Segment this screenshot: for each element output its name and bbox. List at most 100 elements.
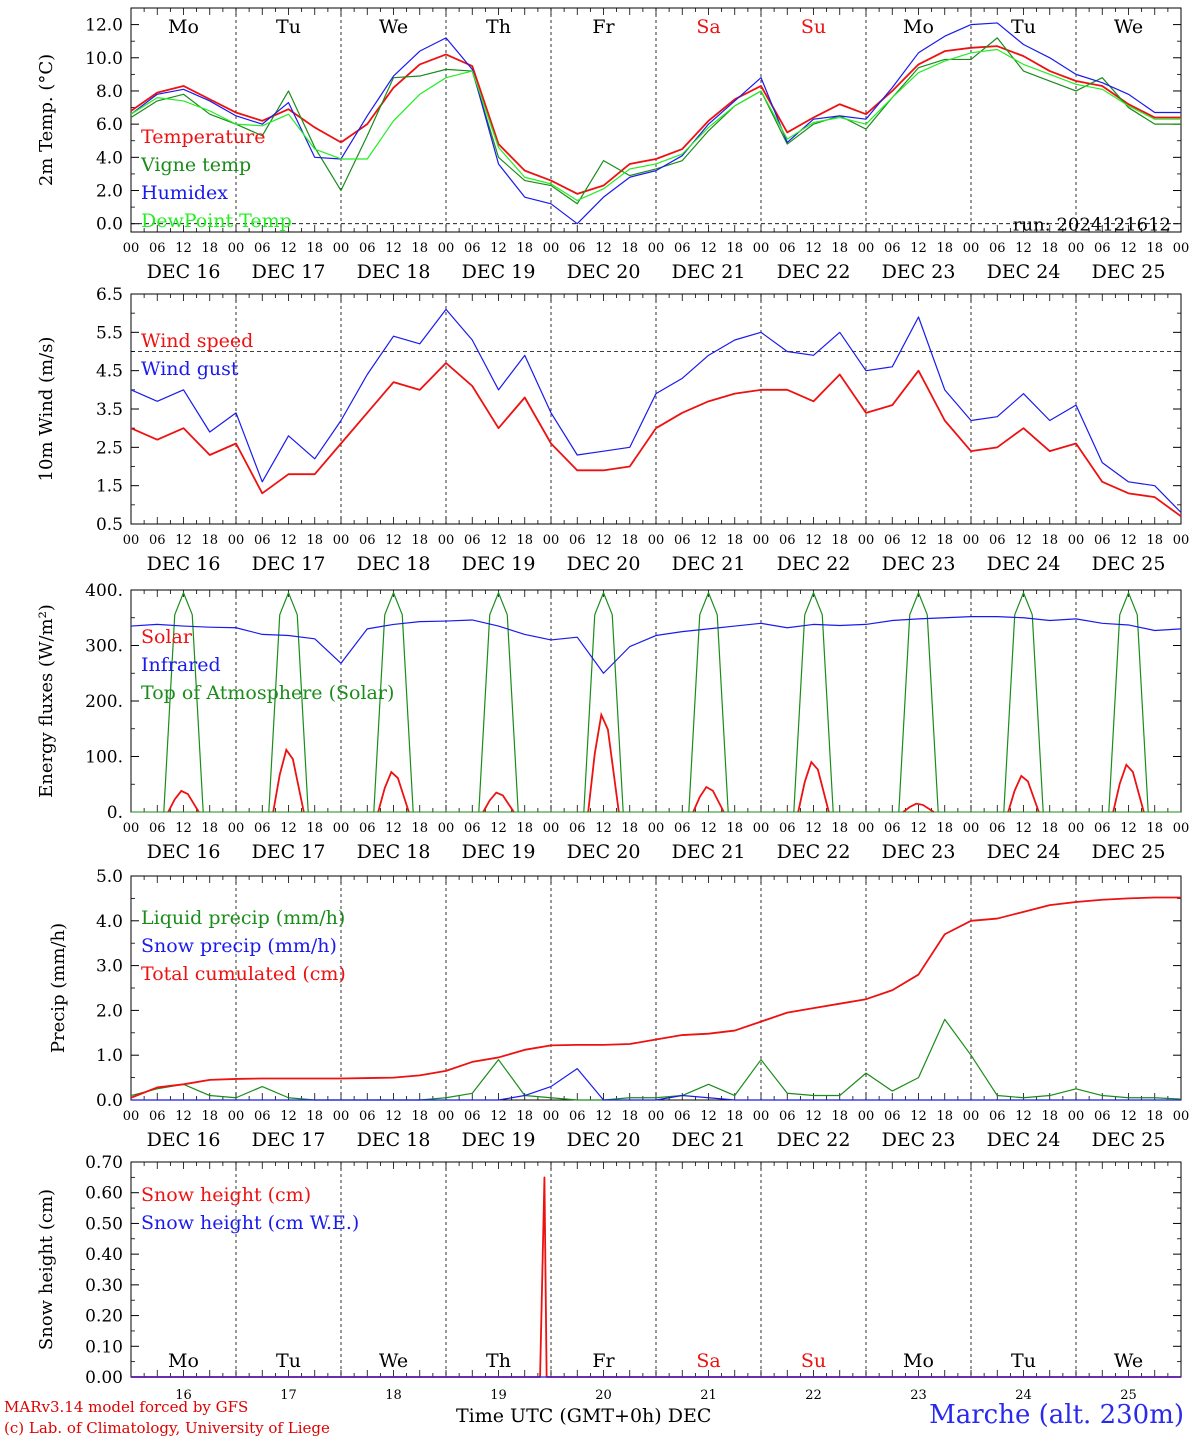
y-tick-label: 0.40	[85, 1245, 123, 1265]
date-label: DEC 22	[777, 841, 851, 863]
hour-label: 06	[884, 241, 901, 256]
weekday-label: Mo	[168, 1350, 199, 1372]
hour-label: 18	[411, 821, 428, 836]
hour-label: 00	[963, 241, 980, 256]
hour-label: 12	[805, 1109, 822, 1124]
hour-label: 18	[306, 241, 323, 256]
solar-curve	[587, 711, 620, 813]
legend-entry: Snow precip (mm/h)	[141, 935, 337, 957]
hour-label: 06	[149, 1109, 166, 1124]
hour-label: 00	[333, 821, 350, 836]
hour-label: 18	[411, 533, 428, 548]
y-tick-label: 6.5	[96, 285, 123, 305]
hour-label: 18	[621, 241, 638, 256]
date-label: DEC 25	[1092, 1129, 1166, 1151]
hour-label: 12	[175, 821, 192, 836]
y-tick-label: 3.0	[96, 957, 123, 977]
hour-label: 18	[306, 821, 323, 836]
hour-label: 00	[858, 533, 875, 548]
hour-label: 12	[490, 1109, 507, 1124]
series-line-vigne-temp	[130, 37, 1181, 205]
hour-label: 06	[884, 533, 901, 548]
y-tick-label: 4.0	[96, 912, 123, 932]
day-number-label: 19	[490, 1388, 507, 1403]
date-label: DEC 22	[777, 553, 851, 575]
hour-label: 00	[963, 533, 980, 548]
y-tick-label: 0.60	[85, 1184, 123, 1204]
hour-label: 06	[569, 533, 586, 548]
hour-label: 18	[1041, 241, 1058, 256]
hour-label: 18	[411, 1109, 428, 1124]
hour-label: 18	[201, 1109, 218, 1124]
legend-entry: Wind gust	[141, 358, 239, 380]
series-line-liquid-precip-mm-h-	[130, 1018, 1182, 1101]
panel-precip: 0.0 1.0 2.0 3.0 4.0 5.0 Precip (mm/h) 00 06 12 18 D…	[48, 867, 1189, 1151]
hour-label: 12	[1015, 821, 1032, 836]
date-label: DEC 21	[672, 1129, 746, 1151]
hour-label: 18	[516, 821, 533, 836]
hour-label: 06	[149, 821, 166, 836]
weekday-label: Tu	[1011, 1350, 1036, 1372]
hour-label: 18	[516, 241, 533, 256]
hour-label: 00	[438, 241, 455, 256]
date-label: DEC 24	[987, 261, 1061, 283]
hour-label: 18	[831, 533, 848, 548]
date-label: DEC 22	[777, 261, 851, 283]
hour-label: 06	[254, 241, 271, 256]
legend-entry: Top of Atmosphere (Solar)	[141, 682, 394, 704]
hour-label: 18	[1041, 1109, 1058, 1124]
y-tick-label: 8.0	[96, 82, 123, 102]
day-number-label: 18	[385, 1388, 402, 1403]
hour-label: 06	[674, 241, 691, 256]
weekday-label: We	[379, 16, 408, 38]
hour-label: 00	[228, 1109, 245, 1124]
hour-label: 06	[569, 1109, 586, 1124]
y-tick-label: 0.00	[85, 1368, 123, 1388]
y-tick-label: 0.70	[85, 1153, 123, 1173]
day-number-label: 21	[700, 1388, 717, 1403]
y-tick-label: 4.0	[96, 148, 123, 168]
y-tick-label: 10.0	[85, 49, 123, 69]
hour-label: 00	[123, 533, 140, 548]
day-number-label: 16	[175, 1388, 192, 1403]
y-tick-label: 2.0	[96, 182, 123, 202]
hour-label: 18	[621, 821, 638, 836]
y-tick-label: 100.	[85, 748, 123, 768]
date-label: DEC 25	[1092, 553, 1166, 575]
legend-entry: Snow height (cm W.E.)	[141, 1212, 359, 1234]
hour-label: 12	[700, 533, 717, 548]
date-label: DEC 16	[147, 1129, 221, 1151]
hour-label: 06	[464, 241, 481, 256]
hour-label: 12	[805, 241, 822, 256]
hour-label: 06	[989, 821, 1006, 836]
hour-label: 12	[910, 241, 927, 256]
hour-label: 06	[884, 821, 901, 836]
hour-label: 06	[359, 821, 376, 836]
hour-label: 12	[700, 1109, 717, 1124]
hour-label: 06	[149, 241, 166, 256]
y-tick-label: 2.0	[96, 1001, 123, 1021]
hour-label: 18	[516, 533, 533, 548]
y-axis-title: Precip (mm/h)	[48, 923, 69, 1053]
hour-label: 18	[831, 241, 848, 256]
series-line-snow-precip-mm-h-	[131, 1068, 1181, 1101]
weekday-label: Th	[486, 16, 511, 38]
hour-label: 00	[1173, 821, 1190, 836]
hour-label: 00	[1173, 241, 1190, 256]
hour-label: 00	[228, 821, 245, 836]
legend-entry: Infrared	[141, 654, 221, 676]
hour-label: 06	[1094, 241, 1111, 256]
time-axis-label: Time UTC (GMT+0h)	[456, 1405, 662, 1427]
weekday-label: We	[1114, 1350, 1143, 1372]
weekday-label: Mo	[903, 1350, 934, 1372]
solar-curve	[902, 802, 935, 813]
date-label: DEC 16	[147, 553, 221, 575]
hour-label: 12	[910, 533, 927, 548]
hour-label: 06	[674, 821, 691, 836]
hour-label: 12	[700, 821, 717, 836]
hour-label: 00	[753, 821, 770, 836]
hour-label: 00	[753, 241, 770, 256]
lab-credit: (c) Lab. of Climatology, University of L…	[4, 1419, 330, 1437]
run-label: run: 2024121612	[1013, 215, 1171, 236]
legend-entry: DewPoint Temp	[141, 210, 292, 232]
